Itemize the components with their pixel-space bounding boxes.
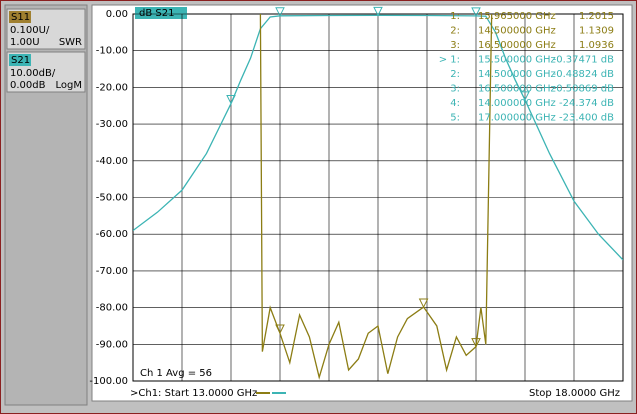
marker-value: 1.0936 [579, 40, 614, 51]
y-tick-label: -20.00 [96, 82, 128, 93]
s21-format: LogM [56, 80, 83, 91]
y-tick-label: -100.00 [89, 376, 128, 387]
y-tick-label: -80.00 [96, 303, 128, 314]
marker-triangle [226, 94, 236, 105]
s11-format: SWR [59, 37, 82, 48]
s11-name: S11 [11, 12, 30, 23]
marker-value: -0.48824 dB [553, 69, 614, 80]
marker-id: 5: [450, 113, 460, 124]
s21-name: S21 [11, 55, 30, 66]
start-label: >Ch1: Start 13.0000 GHz [130, 388, 257, 399]
s11-ref: 1.00U [10, 37, 40, 48]
y-tick-label: -90.00 [96, 339, 128, 350]
marker-triangle [275, 324, 285, 335]
marker-frequency: 16.500000 GHz [478, 40, 556, 51]
average-label: Ch 1 Avg = 56 [140, 368, 212, 379]
marker-frequency: 14.500000 GHz [478, 69, 556, 80]
s21-ref: 0.00dB [10, 80, 46, 91]
marker-value: -24.374 dB [559, 98, 614, 109]
marker-value: -0.50869 dB [553, 84, 614, 95]
y-tick-label: -10.00 [96, 46, 128, 57]
marker-id: 1: [450, 11, 460, 22]
y-tick-label: -50.00 [96, 193, 128, 204]
s21-scale: 10.00dB/ [10, 68, 56, 79]
marker-triangle [418, 298, 429, 309]
marker-triangle [471, 338, 481, 348]
marker-value: -0.37471 dB [553, 55, 614, 66]
marker-frequency: 15.965000 GHz [478, 11, 556, 22]
marker-triangle [471, 7, 481, 17]
marker-frequency: 16.500000 GHz [478, 84, 556, 95]
marker-value: 1.2015 [579, 11, 614, 22]
marker-value: -23.400 dB [559, 113, 614, 124]
marker-triangle [373, 6, 383, 17]
marker-id: 3: [450, 84, 460, 95]
marker-id: 3: [450, 40, 460, 51]
trace-tag [135, 7, 187, 19]
marker-id: 2: [450, 69, 460, 80]
marker-triangle [520, 91, 530, 101]
marker-frequency: 14.500000 GHz [478, 26, 556, 37]
y-tick-label: 0.00 [106, 9, 128, 20]
s11-box [6, 8, 86, 50]
marker-value: 1.1309 [579, 26, 614, 37]
s11-scale: 0.100U/ [10, 25, 50, 36]
trace-title: dB S21 [139, 8, 174, 19]
marker-frequency: 15.500000 GHz [478, 55, 556, 66]
marker-id: 2: [450, 26, 460, 37]
marker-frequency: 14.000000 GHz [478, 98, 556, 109]
marker-frequency: 17.000000 GHz [478, 113, 556, 124]
s21-tag [9, 54, 31, 66]
marker-triangle [275, 7, 285, 17]
trace [259, 13, 493, 380]
stop-label: Stop 18.0000 GHz [529, 388, 620, 399]
s11-tag [9, 11, 31, 23]
y-tick-label: -70.00 [96, 266, 128, 277]
marker-id: > 1: [439, 55, 460, 66]
y-tick-label: -40.00 [96, 156, 128, 167]
y-tick-label: -60.00 [96, 229, 128, 240]
y-tick-label: -30.00 [96, 119, 128, 130]
marker-id: 4: [450, 98, 460, 109]
